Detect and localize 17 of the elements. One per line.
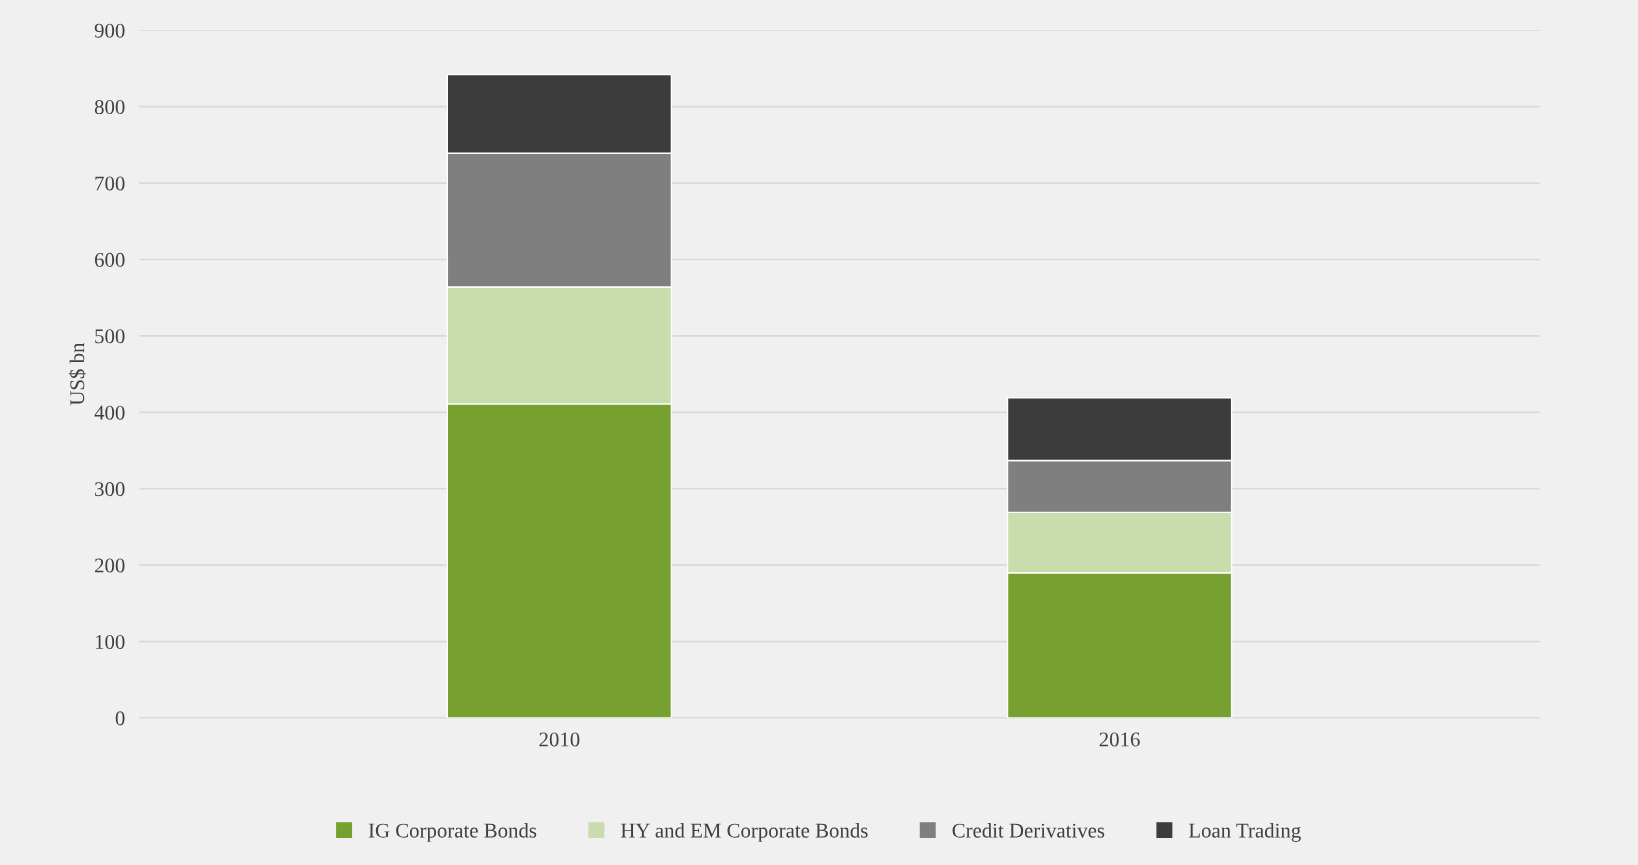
y-tick-label: 600 [94,252,125,267]
y-tick-label: 800 [94,100,125,115]
y-tick-label: 700 [95,176,125,191]
y-tick-label: 200 [95,558,125,573]
legend-label: IG Corporate Bonds [368,822,537,842]
legend-label: Loan Trading [1188,822,1301,842]
y-tick-label: 0 [115,711,125,726]
y-tick-label: 300 [95,482,125,497]
y-tick-label: 500 [95,329,125,344]
x-tick-label: 2010 [539,732,580,747]
legend-label: Credit Derivatives [952,822,1105,838]
y-axis-title: US$ bn [69,342,86,406]
y-tick-label: 900 [94,23,125,38]
legend-label: HY and EM Corporate Bonds [620,822,868,842]
y-tick-label: 400 [94,405,125,420]
y-tick-label: 100 [95,634,125,649]
x-tick-label: 2016 [1099,732,1140,747]
